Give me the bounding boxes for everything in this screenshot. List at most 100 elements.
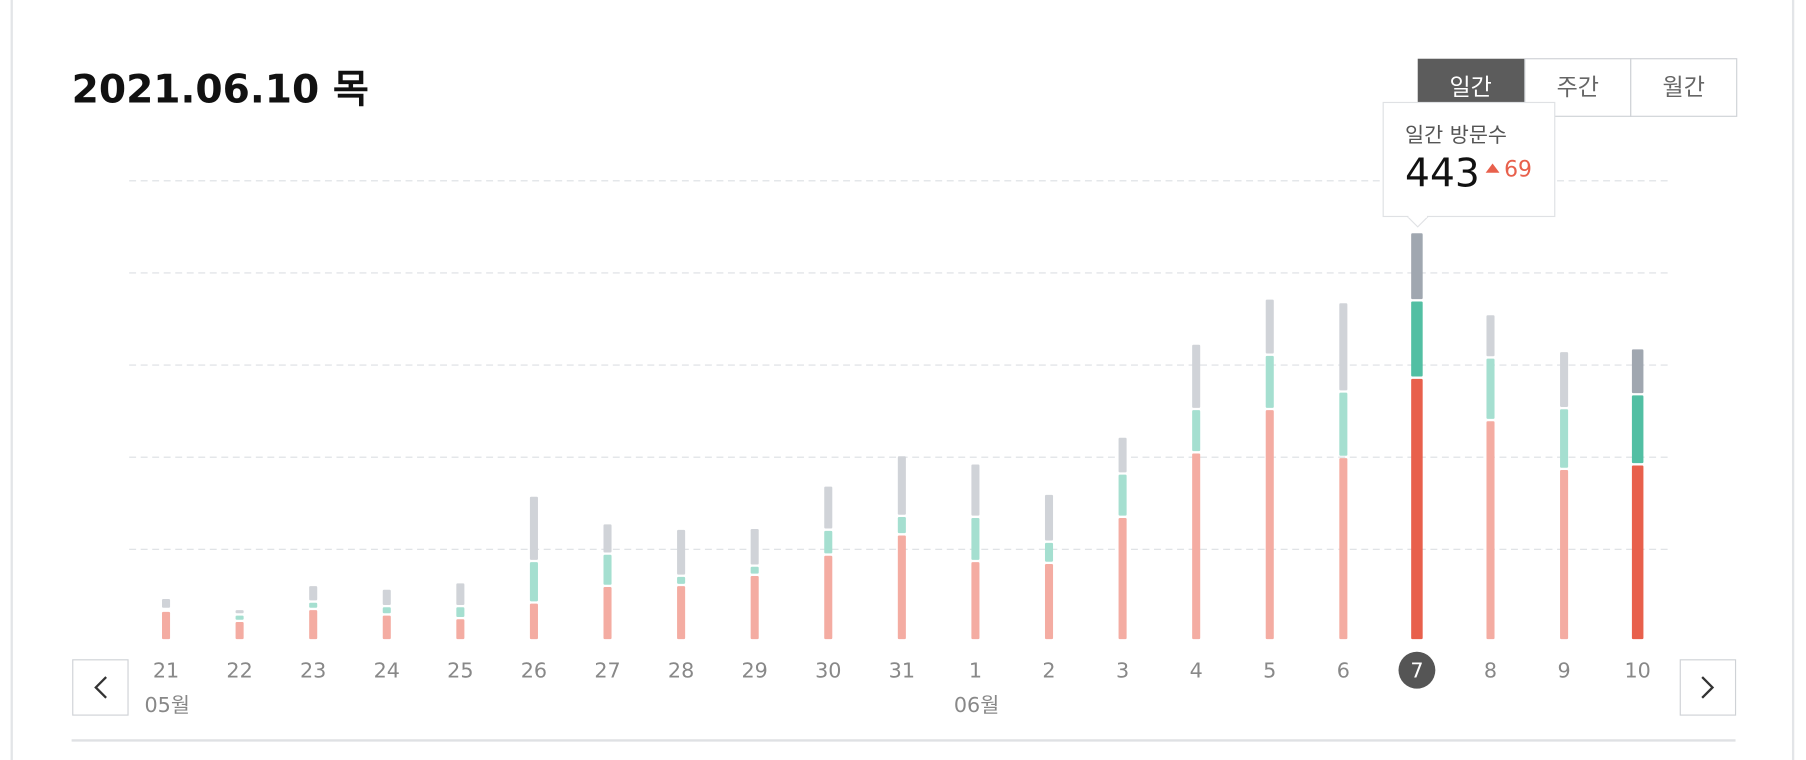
bar-segment [1560, 352, 1569, 407]
bar-segment [1044, 542, 1054, 562]
bar-segment [1411, 233, 1423, 300]
tooltip-box [1382, 101, 1556, 218]
x-tick-label: 27 [594, 658, 620, 682]
x-tick-label: 3 [1116, 658, 1129, 682]
bar-segment [309, 602, 318, 608]
next-button[interactable] [1679, 659, 1737, 716]
bar-segment [235, 615, 244, 620]
bar-segment [1265, 355, 1274, 408]
bar-segment [529, 496, 538, 560]
x-tick-label: 26 [521, 658, 547, 682]
bar-segment [1192, 410, 1201, 452]
bar-segment [1411, 378, 1423, 640]
bar-segment [1118, 517, 1127, 640]
bar-segment [235, 610, 244, 614]
bar-segment [897, 535, 906, 640]
bar-segment [677, 529, 686, 575]
bar-segment [750, 529, 759, 565]
selected-marker [1398, 651, 1436, 689]
bar-segment [162, 611, 171, 640]
bar-segment [456, 607, 465, 617]
x-tick-label: 7 [1410, 658, 1423, 682]
x-tick-label: 5 [1263, 658, 1276, 682]
tooltip-value: 443 [1405, 152, 1480, 197]
x-tick-label: 24 [374, 658, 400, 682]
bar-segment [456, 583, 465, 606]
x-tick-label: 30 [815, 658, 841, 682]
bar-segment [1560, 470, 1569, 640]
x-tick-label: 8 [1484, 658, 1497, 682]
tooltip-pointer [1406, 216, 1429, 228]
bar-segment [1118, 474, 1127, 516]
bar-segment [235, 622, 244, 640]
bar-segment [1486, 358, 1495, 419]
x-tick-label: 23 [300, 658, 326, 682]
up-arrow-icon [1485, 163, 1500, 173]
bar-segment [309, 610, 318, 640]
bar-segment [1486, 315, 1495, 357]
bar-segment [1631, 349, 1644, 394]
bar-segment [824, 530, 833, 554]
bar-segment [1044, 564, 1054, 640]
prev-button[interactable] [72, 659, 129, 716]
tab-label[interactable]: 일간 [1450, 75, 1492, 101]
bar-segment [603, 587, 612, 640]
bar-segment [1339, 458, 1348, 640]
x-tick-label: 10 [1624, 658, 1650, 682]
x-tick-label: 6 [1337, 658, 1350, 682]
x-tick-label: 9 [1557, 658, 1570, 682]
bar-segment [382, 607, 391, 614]
bar-segment [1192, 344, 1201, 408]
x-tick-label: 1 [969, 658, 982, 682]
bar-segment [1631, 395, 1644, 464]
bar-segment [677, 576, 686, 584]
bar-segment [162, 599, 171, 608]
x-tick-label: 21 [153, 658, 179, 682]
bar-segment [1339, 392, 1348, 456]
x-tick-label: 31 [889, 658, 915, 682]
tab-label[interactable]: 월간 [1663, 75, 1705, 101]
bar-segment [1044, 494, 1054, 541]
bar-segment [750, 575, 759, 640]
tab-monthly[interactable] [1630, 58, 1738, 117]
bar-segment [529, 562, 538, 602]
date-title: 2021.06.10 목 [72, 68, 369, 113]
bar-segment [603, 524, 612, 553]
bar-segment [1339, 303, 1348, 391]
bar-segment [456, 619, 465, 640]
x-tick-label: 22 [226, 658, 252, 682]
bar-segment [971, 517, 980, 560]
x-tick-label: 4 [1190, 658, 1203, 682]
x-tick-label: 29 [741, 658, 767, 682]
tooltip-change: 69 [1504, 157, 1532, 182]
bar-segment [971, 464, 980, 516]
bar-segment [1118, 437, 1127, 473]
bar-segment [382, 589, 391, 606]
bar-segment [1192, 453, 1201, 640]
bar-segment [309, 586, 318, 601]
tooltip-label: 일간 방문수 [1405, 123, 1507, 147]
x-tick-label: 2 [1042, 658, 1055, 682]
bar-segment [1560, 409, 1569, 468]
bar-segment [382, 615, 391, 640]
bar-segment [1265, 299, 1274, 354]
prev-icon[interactable] [94, 676, 107, 699]
month-label: 05월 [144, 693, 189, 717]
x-tick-label: 28 [668, 658, 694, 682]
bar-segment [1265, 410, 1274, 640]
bar-segment [677, 586, 686, 640]
next-icon[interactable] [1701, 676, 1715, 699]
bar-segment [603, 554, 612, 585]
tab-label[interactable]: 주간 [1557, 75, 1599, 101]
bar-segment [1631, 465, 1644, 640]
bar-segment [971, 562, 980, 640]
bar-segment [897, 517, 906, 534]
bar-segment [1486, 421, 1495, 640]
bar-segment [529, 603, 538, 640]
bar-segment [750, 566, 759, 574]
month-label: 06월 [954, 693, 999, 717]
bar-segment [824, 486, 833, 529]
